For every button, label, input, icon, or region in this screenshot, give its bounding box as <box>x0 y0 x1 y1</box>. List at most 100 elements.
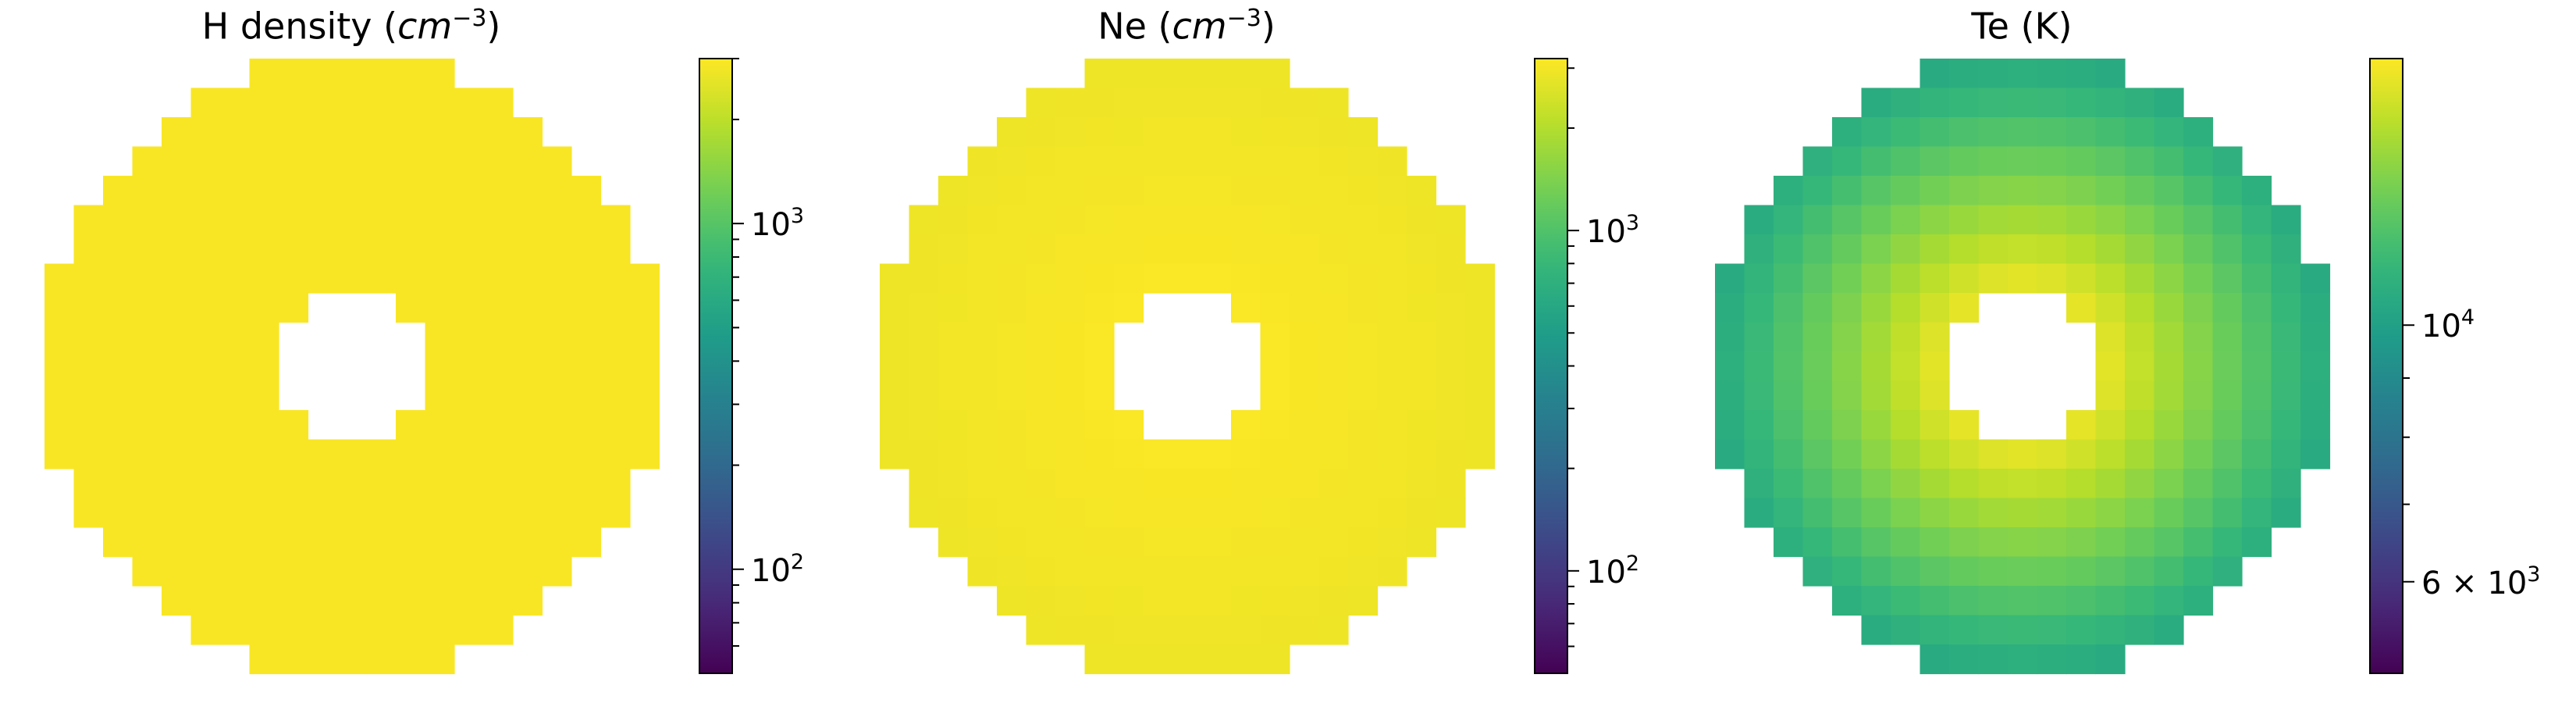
heatmap-cell <box>1026 498 1056 528</box>
heatmap-cell <box>1318 205 1349 235</box>
heatmap-cell <box>2212 352 2243 382</box>
heatmap-cell <box>1465 352 1496 382</box>
heatmap-cell <box>1891 380 1921 411</box>
heatmap-cell <box>1348 527 1379 558</box>
heatmap-cell <box>396 615 426 645</box>
heatmap-cell <box>1084 59 1115 89</box>
heatmap-cell <box>308 469 338 499</box>
heatmap-cell <box>2154 87 2184 118</box>
heatmap-cell <box>1318 352 1349 382</box>
heatmap-cell <box>1377 469 1407 499</box>
heatmap-cell <box>249 615 279 645</box>
heatmap-cell <box>337 87 368 118</box>
heatmap-cell <box>1084 205 1115 235</box>
heatmap-cell <box>967 263 998 294</box>
heatmap-cell <box>454 117 485 148</box>
heatmap-cell <box>1260 59 1290 89</box>
heatmap-cell <box>1949 586 1980 616</box>
chart-title-ne: Ne (cm−3) <box>1098 5 1276 48</box>
heatmap-cell <box>1891 87 1921 118</box>
heatmap-cell <box>1260 87 1290 118</box>
heatmap-cell <box>1978 469 2008 499</box>
heatmap-cell <box>2125 117 2155 148</box>
heatmap-cell <box>1055 87 1086 118</box>
heatmap-cell <box>1290 117 1320 148</box>
heatmap-cell <box>396 586 426 616</box>
heatmap-cell <box>1026 263 1056 294</box>
heatmap-cell <box>513 556 543 587</box>
heatmap-cell <box>1348 146 1379 177</box>
heatmap-cell <box>308 556 338 587</box>
heatmap-cell <box>425 293 455 323</box>
heatmap-cell <box>997 380 1027 411</box>
heatmap-cell <box>220 205 251 235</box>
heatmap-cell <box>513 234 543 265</box>
heatmap-cell <box>2271 352 2301 382</box>
heatmap-cell <box>2154 234 2184 265</box>
heatmap-cell <box>1172 234 1203 265</box>
heatmap-cell <box>1377 410 1407 441</box>
heatmap-cell <box>967 146 998 177</box>
heatmap-cell <box>600 410 631 441</box>
heatmap-cell <box>366 87 397 118</box>
heatmap-cell <box>2271 469 2301 499</box>
heatmap-cell <box>2095 469 2126 499</box>
heatmap-cell <box>1143 469 1173 499</box>
heatmap-cell <box>2154 439 2184 469</box>
heatmap-cell <box>249 644 279 675</box>
heatmap-cell <box>44 293 75 323</box>
heatmap-cell <box>1084 644 1115 675</box>
heatmap-cell <box>249 439 279 469</box>
heatmap-cell <box>103 527 133 558</box>
heatmap-cell <box>630 380 660 411</box>
heatmap-cell <box>2095 59 2126 89</box>
heatmap-cell <box>1201 556 1232 587</box>
heatmap-cell <box>2125 87 2155 118</box>
heatmap-cell <box>2125 176 2155 206</box>
heatmap-cell <box>2037 439 2067 469</box>
heatmap-cell <box>1715 293 1745 323</box>
heatmap-cell <box>308 586 338 616</box>
heatmap-cell <box>1290 87 1320 118</box>
heatmap-cell <box>1407 410 1437 441</box>
heatmap-cell <box>1348 498 1379 528</box>
heatmap-cell <box>1348 176 1379 206</box>
heatmap-cell <box>1377 322 1407 352</box>
heatmap-cell <box>2008 469 2038 499</box>
heatmap-cell <box>938 380 969 411</box>
heatmap-cell <box>1026 234 1056 265</box>
heatmap-cell <box>600 498 631 528</box>
heatmap-cell <box>1143 615 1173 645</box>
heatmap-cell <box>1290 556 1320 587</box>
heatmap-cell <box>997 410 1027 441</box>
heatmap-cell <box>396 469 426 499</box>
heatmap-cell <box>997 439 1027 469</box>
heatmap-cell <box>1715 410 1745 441</box>
heatmap-cell <box>103 234 133 265</box>
heatmap-cell <box>1774 439 1804 469</box>
heatmap-cell <box>425 87 455 118</box>
heatmap-cell <box>132 263 162 294</box>
heatmap-cell <box>1949 59 1980 89</box>
heatmap-cell <box>1920 586 1950 616</box>
heatmap-cell <box>1377 439 1407 469</box>
heatmap-cell <box>513 410 543 441</box>
heatmap-cell <box>1260 205 1290 235</box>
heatmap-cell <box>1318 117 1349 148</box>
heatmap-cell <box>1172 439 1203 469</box>
heatmap-cell <box>279 439 309 469</box>
heatmap-cell <box>938 293 969 323</box>
heatmap-cell <box>1407 352 1437 382</box>
heatmap-cell <box>2066 527 2097 558</box>
heatmap-cell <box>132 293 162 323</box>
heatmap-cell <box>1231 498 1261 528</box>
heatmap-cell <box>220 439 251 469</box>
heatmap-cell <box>1377 146 1407 177</box>
heatmap-cell <box>2095 87 2126 118</box>
heatmap-cell <box>2095 205 2126 235</box>
heatmap-cell <box>162 117 192 148</box>
heatmap-cell <box>2271 498 2301 528</box>
heatmap-cell <box>2066 469 2097 499</box>
heatmap-cell <box>967 410 998 441</box>
heatmap-cell <box>2008 263 2038 294</box>
